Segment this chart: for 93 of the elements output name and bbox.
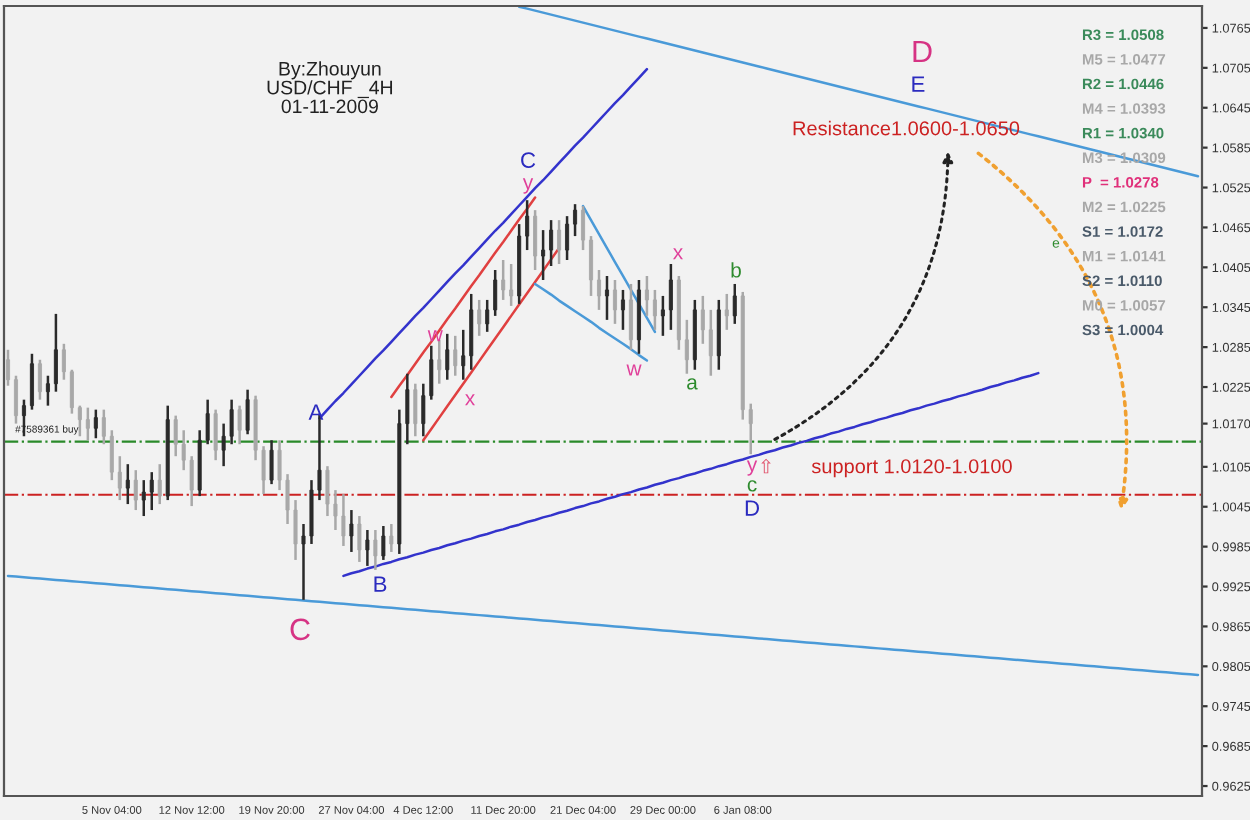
candlestick	[485, 298, 490, 334]
candlestick	[173, 414, 178, 458]
candlestick	[604, 274, 610, 322]
candlestick	[117, 454, 122, 502]
candlestick	[45, 374, 50, 407]
annotation: D	[745, 500, 759, 516]
annotation: x	[673, 248, 683, 260]
candlestick	[700, 294, 705, 346]
candlestick	[549, 218, 554, 268]
candlestick	[596, 268, 602, 312]
candlestick	[620, 288, 625, 332]
candlestick	[269, 438, 274, 486]
candlestick	[373, 528, 378, 572]
candlestick	[69, 368, 74, 415]
candlestick	[141, 478, 146, 518]
candlestick	[61, 342, 66, 381]
candlestick	[644, 274, 649, 318]
annotation: C	[521, 152, 536, 168]
candlestick	[349, 508, 354, 554]
candlestick	[509, 262, 514, 308]
candlestick	[581, 204, 586, 252]
candlestick	[381, 524, 386, 562]
candlestick	[149, 470, 154, 512]
candlestick	[157, 462, 162, 506]
text: By:Zhouyun USD/CHF _4H 01-11-2009	[267, 61, 393, 114]
candlestick	[445, 332, 450, 381]
candlestick	[716, 298, 721, 371]
candlestick	[469, 292, 474, 371]
candlestick	[525, 198, 530, 252]
candlestick	[748, 402, 753, 456]
candlestick	[109, 429, 114, 482]
candlestick	[573, 202, 578, 238]
candlestick	[365, 528, 370, 568]
candlestick	[29, 352, 34, 411]
line-series	[517, 6, 1200, 178]
candlestick	[684, 318, 689, 375]
candlestick	[533, 208, 538, 272]
annotation: ⇧	[761, 458, 771, 474]
candlestick	[437, 338, 442, 385]
candlestick	[309, 478, 314, 546]
annotation: w	[626, 364, 642, 376]
candlestick	[628, 282, 633, 352]
candlestick	[668, 262, 673, 332]
candlestick	[557, 218, 562, 266]
candlestick	[565, 214, 570, 262]
candlestick	[101, 408, 106, 446]
candlestick	[461, 328, 466, 381]
candlestick	[357, 514, 362, 564]
candlestick	[389, 522, 394, 554]
line-series	[581, 204, 657, 334]
candlestick	[589, 234, 594, 298]
candlestick	[37, 358, 42, 401]
candlestick	[229, 398, 234, 446]
candlestick	[501, 258, 506, 302]
candlestick	[77, 404, 82, 438]
annotation: Resistance1.0600-1.0650	[793, 120, 1020, 136]
candlestick	[341, 492, 346, 548]
annotation: c	[747, 480, 757, 492]
candlestick	[612, 278, 617, 326]
annotation: B	[374, 576, 387, 592]
candlestick	[213, 408, 218, 462]
candlestick	[413, 382, 418, 438]
candlestick	[724, 292, 729, 332]
candlestick	[453, 334, 458, 377]
candlestick	[660, 294, 665, 338]
candlestick	[708, 308, 713, 377]
line-series	[533, 282, 649, 362]
candlestick	[85, 406, 90, 442]
candlestick	[237, 404, 242, 446]
candlestick	[5, 348, 11, 387]
annotation: a	[687, 378, 698, 390]
annotation: C	[290, 618, 310, 641]
candlestick	[245, 388, 250, 436]
annotation: support 1.0120-1.0100	[811, 459, 1012, 478]
annotation: E	[912, 76, 925, 92]
candlestick	[493, 268, 498, 318]
candlestick	[13, 374, 18, 425]
candlestick	[93, 408, 98, 440]
candlestick	[652, 288, 657, 332]
candlestick	[133, 468, 138, 512]
candlestick	[53, 312, 58, 393]
annotation: y	[522, 178, 534, 194]
candlestick	[325, 464, 330, 518]
candlestick	[732, 282, 737, 326]
candlestick	[541, 228, 546, 282]
candlestick	[477, 298, 482, 338]
annotation: x	[465, 394, 476, 406]
annotation: D	[913, 40, 932, 62]
candlestick	[125, 462, 130, 506]
annotation: y	[746, 460, 758, 476]
annotation: b	[731, 262, 741, 278]
annotation: A	[308, 404, 324, 420]
line-series	[6, 574, 1200, 677]
